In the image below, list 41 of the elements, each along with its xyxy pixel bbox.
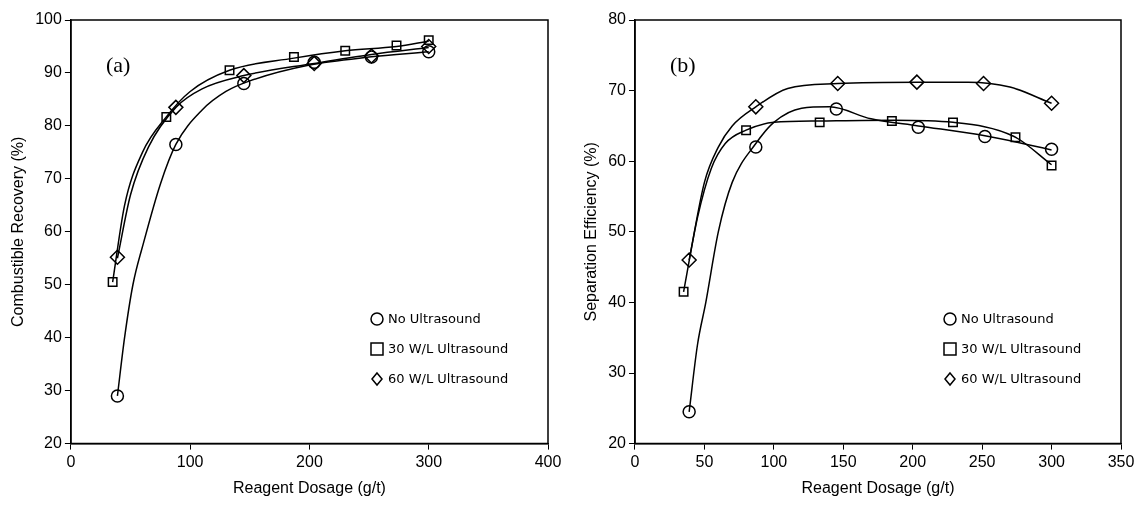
y-tick-label: 70: [44, 169, 62, 187]
y-tick-label: 20: [608, 434, 627, 452]
x-tick-label: 300: [415, 452, 443, 470]
y-tick-label: 60: [608, 151, 627, 169]
y-axis-title: Combustible Recovery (%): [9, 136, 27, 327]
y-tick-label: 20: [44, 434, 62, 452]
x-tick-label: 400: [534, 452, 562, 470]
y-tick-label: 50: [608, 222, 627, 240]
legend-label: 60 W/L Ultrasound: [388, 371, 509, 387]
legend-label: No Ultrasound: [388, 311, 481, 327]
y-tick-label: 80: [608, 10, 627, 28]
x-tick-label: 200: [296, 452, 323, 470]
x-tick-label: 350: [1107, 452, 1135, 470]
y-tick-label: 60: [44, 222, 62, 240]
y-tick-label: 40: [44, 328, 62, 346]
x-tick-label: 200: [899, 452, 927, 470]
y-tick-label: 30: [44, 381, 62, 399]
legend-label: 60 W/L Ultrasound: [961, 371, 1082, 387]
x-tick-label: 0: [630, 452, 640, 470]
legend-label: 30 W/L Ultrasound: [388, 341, 509, 357]
y-tick-label: 50: [44, 275, 62, 293]
x-axis-title: Reagent Dosage (g/t): [801, 478, 955, 496]
y-tick-label: 70: [608, 81, 627, 99]
x-axis-title: Reagent Dosage (g/t): [232, 478, 386, 496]
legend-label: 30 W/L Ultrasound: [961, 341, 1082, 357]
y-tick-label: 90: [44, 63, 62, 81]
annotation: (a): [105, 51, 131, 77]
y-tick-label: 100: [35, 10, 62, 28]
y-tick-label: 30: [608, 363, 627, 381]
legend-label: No Ultrasound: [961, 311, 1054, 327]
y-tick-label: 40: [608, 292, 627, 310]
x-tick-label: 300: [1038, 452, 1066, 470]
x-tick-label: 250: [968, 452, 996, 470]
x-tick-label: 100: [176, 452, 204, 470]
x-tick-label: 150: [829, 452, 857, 470]
y-axis-title: Separation Efficiency (%): [582, 142, 600, 322]
x-tick-label: 100: [760, 452, 788, 470]
x-tick-label: 50: [695, 452, 714, 470]
x-tick-label: 0: [66, 452, 76, 470]
annotation: (b): [670, 51, 696, 77]
y-tick-label: 80: [44, 116, 62, 134]
